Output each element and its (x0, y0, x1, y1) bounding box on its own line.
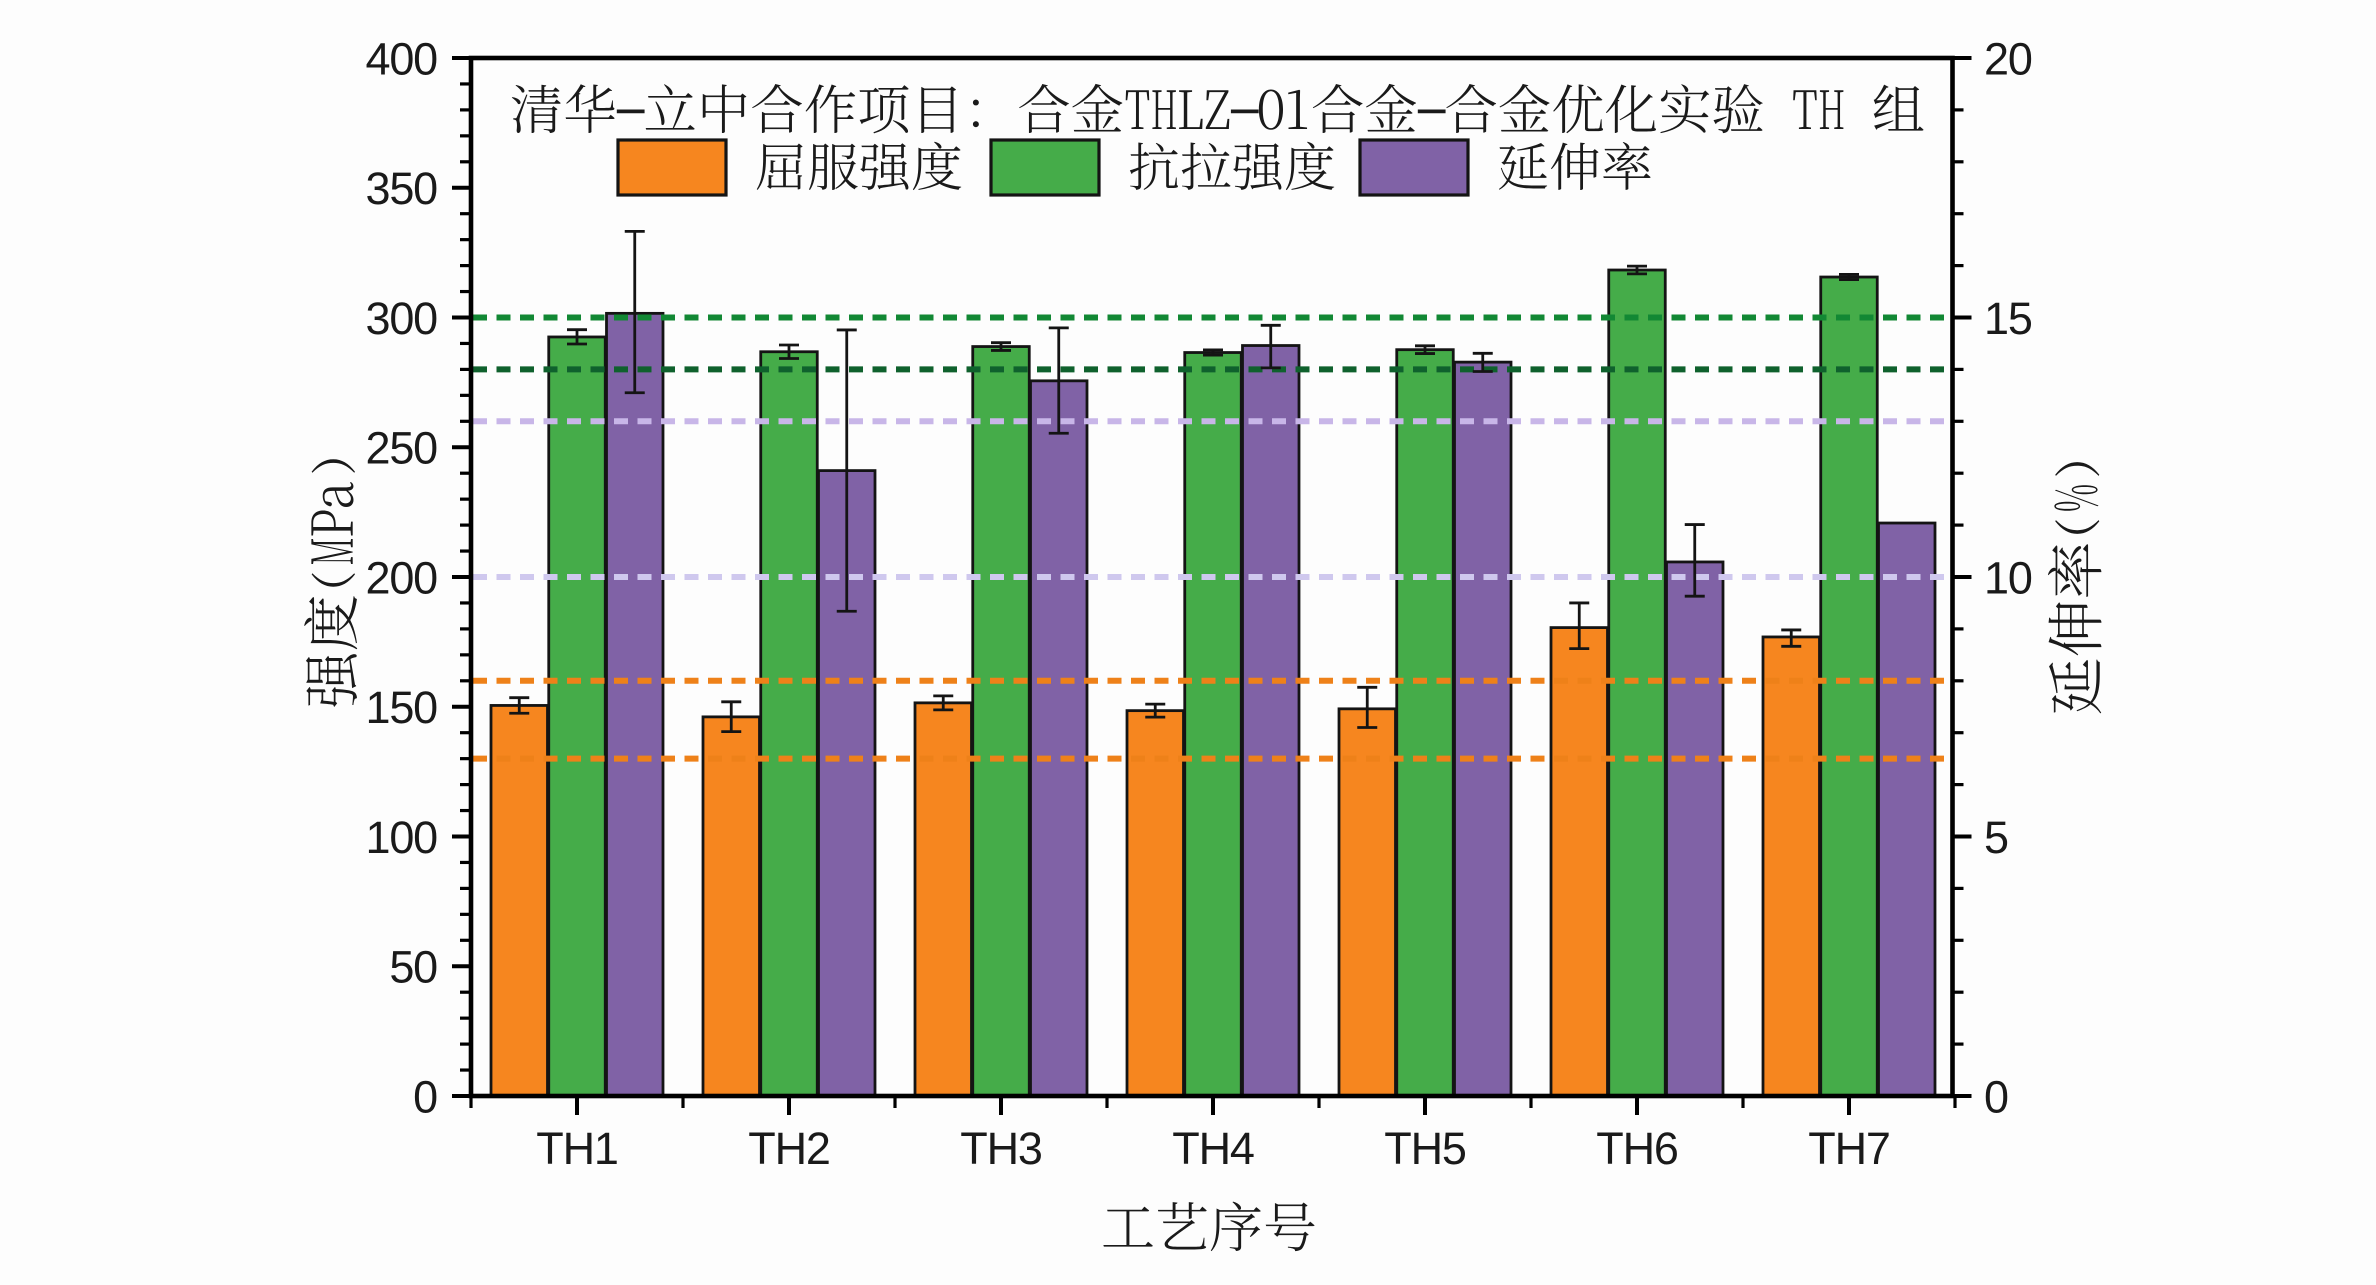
svg-text:0: 0 (413, 1071, 437, 1122)
svg-text:300: 300 (366, 293, 438, 344)
svg-text:150: 150 (366, 682, 438, 733)
svg-text:TH5: TH5 (1384, 1123, 1466, 1174)
svg-text:250: 250 (366, 423, 438, 474)
svg-text:TH2: TH2 (748, 1123, 829, 1174)
svg-text:TH1: TH1 (536, 1123, 617, 1174)
svg-text:5: 5 (1984, 812, 2008, 863)
svg-text:200: 200 (366, 552, 438, 603)
svg-text:50: 50 (389, 942, 437, 993)
svg-text:400: 400 (366, 33, 438, 84)
svg-text:10: 10 (1984, 552, 2032, 603)
svg-text:0: 0 (1984, 1071, 2008, 1122)
svg-text:TH4: TH4 (1172, 1123, 1254, 1174)
svg-text:TH6: TH6 (1596, 1123, 1678, 1174)
svg-text:15: 15 (1984, 293, 2032, 344)
svg-text:20: 20 (1984, 33, 2032, 84)
svg-text:350: 350 (366, 163, 438, 214)
svg-text:TH3: TH3 (960, 1123, 1042, 1174)
svg-text:100: 100 (366, 812, 438, 863)
svg-text:TH7: TH7 (1808, 1123, 1889, 1174)
